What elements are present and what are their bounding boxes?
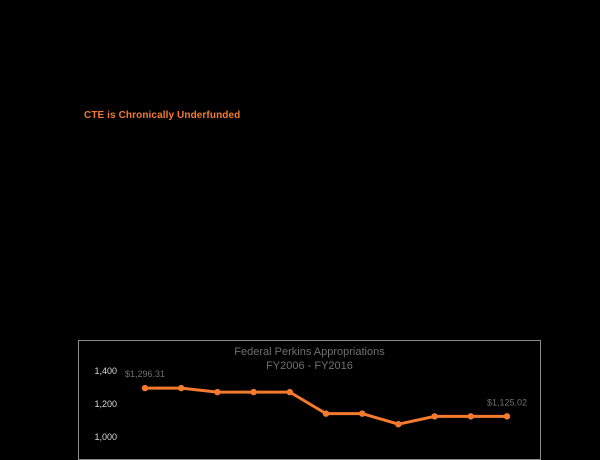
y-tick-label: 1,000 bbox=[94, 432, 117, 442]
chart-subtitle: FY2006 - FY2016 bbox=[266, 360, 353, 372]
data-point bbox=[322, 410, 330, 417]
data-point bbox=[359, 410, 366, 417]
chart-title: Federal Perkins Appropriations bbox=[234, 346, 385, 358]
data-label: $1,296.31 bbox=[125, 369, 165, 379]
data-point bbox=[431, 413, 438, 420]
perkins-line-chart: Federal Perkins Appropriations FY2006 - … bbox=[94, 346, 527, 442]
data-point bbox=[250, 388, 257, 396]
data-point bbox=[467, 413, 474, 420]
y-axis-ticks: 1,400 1,200 1,000 bbox=[94, 366, 117, 442]
data-point bbox=[141, 384, 149, 392]
data-point bbox=[395, 421, 402, 428]
y-tick-label: 1,400 bbox=[94, 366, 117, 376]
data-label: $1,125.02 bbox=[487, 397, 527, 407]
data-labels: $1,296.31 $1,125.02 bbox=[125, 369, 527, 407]
series-line bbox=[145, 386, 508, 426]
series-group bbox=[141, 384, 511, 428]
data-point bbox=[178, 384, 185, 392]
data-point bbox=[286, 388, 293, 396]
page-heading: CTE is Chronically Underfunded bbox=[84, 110, 241, 121]
y-tick-label: 1,200 bbox=[94, 399, 117, 409]
data-point bbox=[503, 413, 511, 420]
data-point bbox=[214, 388, 221, 396]
